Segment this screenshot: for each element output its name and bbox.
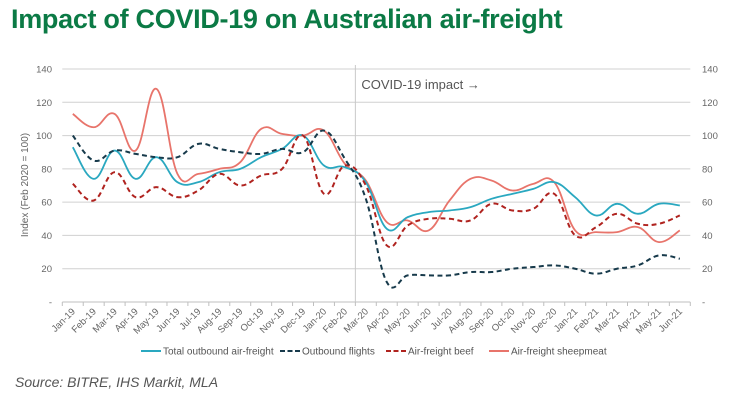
x-tick-label: Jun-19 <box>154 306 182 334</box>
y-tick-label-left: 20 <box>41 264 52 275</box>
y-tick-label-right: 40 <box>702 231 713 242</box>
y-axis-left: - 20 40 60 80 100 120 140 <box>36 65 52 309</box>
series-line-air-freight-sheepmeat <box>72 88 681 243</box>
y-tick-label-right: 20 <box>702 264 713 275</box>
y-tick-label-left: 140 <box>36 65 52 76</box>
y-tick-label-right: 120 <box>702 98 718 109</box>
y-tick-label-right: 60 <box>702 198 713 209</box>
y-tick-label-right: 80 <box>702 164 713 175</box>
series-line-air-freight-beef <box>72 134 681 249</box>
y-tick-label-right: - <box>702 298 705 309</box>
legend: Total outbound air-freight Outbound fligh… <box>141 347 607 358</box>
y-tick-label-left: 120 <box>36 98 52 109</box>
legend-label: Air-freight sheepmeat <box>511 347 607 358</box>
y-tick-label-left: 40 <box>41 231 52 242</box>
page-title: Impact of COVID-19 on Australian air-fre… <box>11 4 563 34</box>
covid-annotation: COVID-19 impact → <box>361 77 479 92</box>
x-axis: Jan-19Feb-19Mar-19Apr-19May-19Jun-19Jul-… <box>50 301 691 337</box>
y-tick-label-right: 100 <box>702 131 718 142</box>
y-axis-right: - 20 40 60 80 100 120 140 <box>702 65 718 309</box>
gridlines <box>62 68 691 270</box>
x-tick-label: Jun-21 <box>657 306 685 334</box>
y-tick-label-right: 140 <box>702 65 718 76</box>
y-tick-label-left: - <box>49 298 52 309</box>
y-axis-title: Index (Feb 2020 = 100) <box>20 133 31 237</box>
series-line-total-outbound-air-freight <box>71 134 680 232</box>
x-tick-label: Jun-20 <box>405 306 433 334</box>
source-note: Source: BITRE, IHS Markit, MLA <box>15 374 219 390</box>
y-tick-label-left: 80 <box>41 164 52 175</box>
y-tick-label-left: 60 <box>41 198 52 209</box>
legend-label: Outbound flights <box>302 347 375 358</box>
y-tick-label-left: 100 <box>36 131 52 142</box>
series-line-outbound-flights <box>71 129 681 289</box>
legend-label: Total outbound air-freight <box>163 347 274 358</box>
legend-label: Air-freight beef <box>408 347 474 358</box>
series-group <box>71 88 681 289</box>
